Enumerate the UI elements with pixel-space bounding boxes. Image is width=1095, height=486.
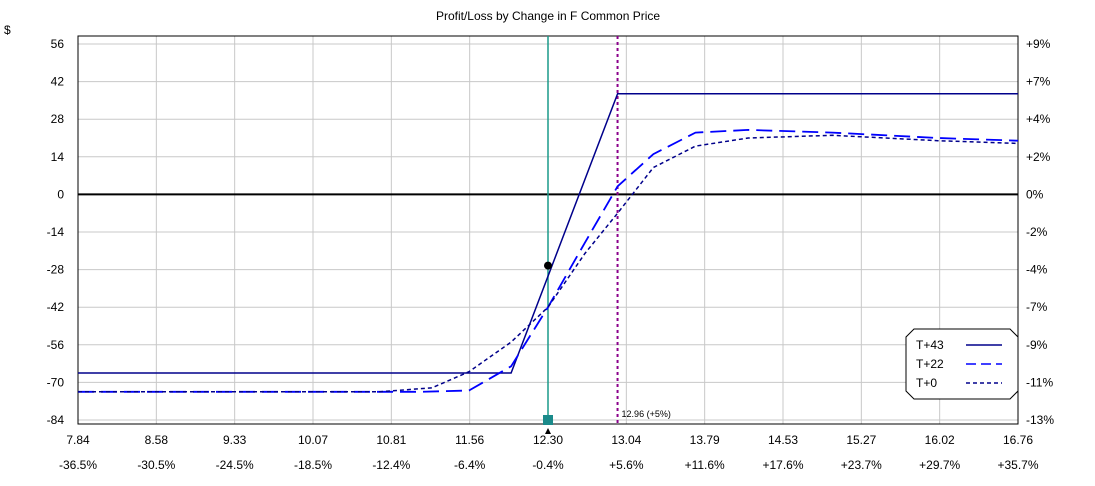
x-percent-tick-label: -24.5% — [216, 458, 254, 472]
y-tick-label: -70 — [47, 375, 65, 389]
x-percent-tick-label: -30.5% — [137, 458, 175, 472]
x-tick-label: 13.79 — [690, 433, 720, 447]
x-percent-tick-label: +17.6% — [762, 458, 803, 472]
y-right-tick-label: -13% — [1026, 413, 1054, 427]
y-tick-label: -42 — [47, 300, 65, 314]
x-tick-label: 15.27 — [846, 433, 876, 447]
x-tick-label: 11.56 — [455, 433, 484, 447]
y-tick-label: 42 — [51, 75, 65, 89]
x-tick-label: 7.84 — [66, 433, 90, 447]
x-tick-label: 9.33 — [223, 433, 247, 447]
y-unit-label: $ — [4, 23, 11, 37]
y-axis-left: 56 42 28 14 0 -14 -28 -42 -56 -70 -84 — [47, 37, 65, 427]
x-percent-tick-label: +29.7% — [919, 458, 960, 472]
target-price-label: 12.96 (+5%) — [622, 409, 671, 419]
y-tick-label: -56 — [47, 338, 65, 352]
x-tick-label: 13.04 — [611, 433, 641, 447]
x-percent-tick-label: -18.5% — [294, 458, 332, 472]
y-right-tick-label: -9% — [1026, 338, 1048, 352]
chart-title: Profit/Loss by Change in F Common Price — [436, 9, 660, 23]
x-percent-tick-label: +23.7% — [841, 458, 882, 472]
x-percent-tick-label: -6.4% — [454, 458, 486, 472]
y-right-tick-label: +9% — [1026, 37, 1051, 51]
y-right-tick-label: -4% — [1026, 263, 1048, 277]
y-right-tick-label: 0% — [1026, 187, 1044, 201]
legend-label: T+0 — [916, 376, 937, 390]
y-right-tick-label: +2% — [1026, 150, 1051, 164]
x-tick-label: 10.07 — [298, 433, 328, 447]
x-percent-tick-label: -0.4% — [532, 458, 564, 472]
series-line-t0 — [78, 134, 1019, 393]
current-pl-marker — [544, 261, 552, 270]
y-tick-label: -14 — [47, 225, 65, 239]
series-layer — [78, 92, 1019, 393]
series-line-t43 — [78, 92, 1018, 374]
x-percent-tick-label: +11.6% — [685, 458, 725, 472]
y-right-tick-label: -2% — [1026, 225, 1048, 239]
y-tick-label: -28 — [47, 263, 65, 277]
y-tick-label: 56 — [51, 37, 65, 51]
y-tick-label: -84 — [47, 413, 65, 427]
x-tick-label: 16.02 — [925, 433, 955, 447]
x-tick-label: 12.30 — [533, 433, 563, 447]
y-tick-label: 28 — [51, 112, 65, 126]
legend-box — [905, 328, 1019, 400]
x-percent-tick-label: +5.6% — [609, 458, 644, 472]
legend-label: T+43 — [916, 338, 944, 352]
current-price-arrow-icon — [545, 428, 551, 434]
x-tick-label: 14.53 — [768, 433, 798, 447]
x-axis-price: 7.84 8.58 9.33 10.07 10.81 11.56 12.30 13.04 13.… — [66, 433, 1033, 447]
x-percent-tick-label: +35.7% — [997, 458, 1038, 472]
y-right-tick-label: -7% — [1026, 300, 1048, 314]
y-tick-label: 0 — [57, 187, 64, 201]
legend: T+43 T+22 T+0 — [905, 328, 1019, 400]
y-right-tick-label: +4% — [1026, 112, 1051, 126]
x-tick-label: 8.58 — [145, 433, 169, 447]
x-tick-label: 16.76 — [1003, 433, 1033, 447]
legend-label: T+22 — [916, 357, 944, 371]
x-axis-percent: -36.5% -30.5% -24.5% -18.5% -12.4% -6.4% -0.4%… — [59, 458, 1039, 472]
x-percent-tick-label: -12.4% — [372, 458, 410, 472]
x-tick-label: 10.81 — [376, 433, 406, 447]
y-right-tick-label: +7% — [1026, 75, 1051, 89]
current-price-handle[interactable] — [543, 415, 553, 425]
series-line-t22 — [78, 128, 1019, 393]
x-percent-tick-label: -36.5% — [59, 458, 97, 472]
y-axis-right: +9% +7% +4% +2% 0% -2% -4% -7% -9% -11% -13% — [1026, 37, 1054, 427]
y-right-tick-label: -11% — [1026, 375, 1053, 389]
y-tick-label: 14 — [51, 150, 65, 164]
